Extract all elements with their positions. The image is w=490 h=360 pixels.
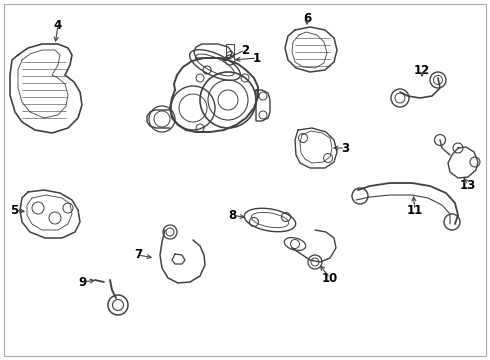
Text: 13: 13: [460, 179, 476, 192]
Text: 10: 10: [322, 271, 338, 284]
Text: 2: 2: [241, 44, 249, 57]
Text: 11: 11: [407, 203, 423, 216]
Text: 7: 7: [134, 248, 142, 261]
Text: 6: 6: [303, 12, 311, 24]
Text: 4: 4: [54, 18, 62, 32]
Text: 3: 3: [341, 141, 349, 154]
Text: 12: 12: [414, 63, 430, 77]
Text: 8: 8: [228, 208, 236, 221]
Text: 1: 1: [253, 51, 261, 64]
Text: 5: 5: [10, 203, 18, 216]
Text: 9: 9: [78, 275, 86, 288]
